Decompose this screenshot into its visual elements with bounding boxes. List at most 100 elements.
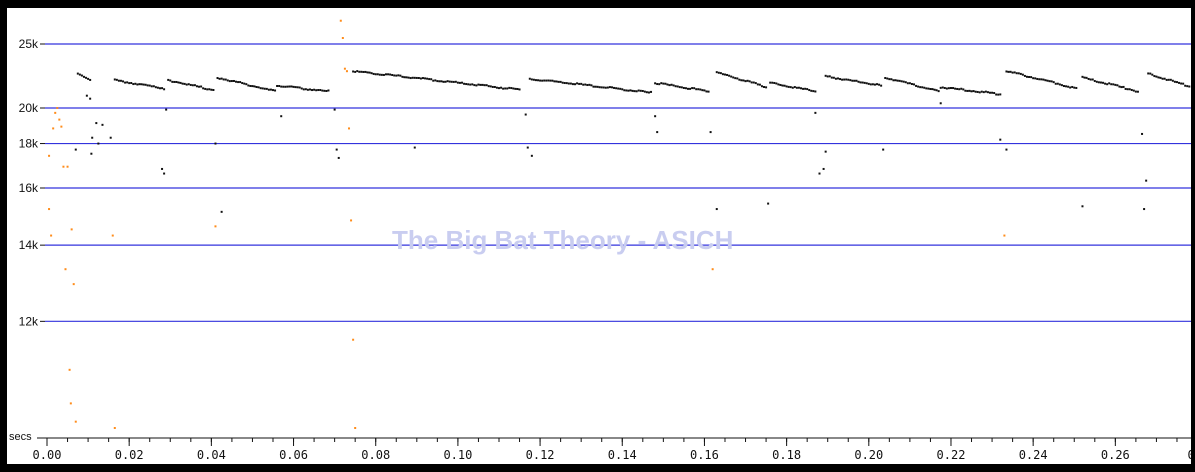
y-tick-label: 25k: [19, 37, 39, 51]
call-point: [245, 83, 248, 86]
noise-point: [354, 427, 357, 429]
call-point: [958, 88, 961, 91]
call-point: [797, 86, 800, 89]
call-point: [376, 73, 379, 76]
call-point: [1069, 86, 1072, 89]
call-point: [976, 90, 979, 93]
call-point: [999, 93, 1002, 96]
call-point: [1011, 71, 1014, 74]
call-point: [126, 81, 129, 84]
call-point: [208, 88, 211, 91]
call-point: [978, 91, 981, 94]
call-point: [1186, 85, 1189, 88]
call-point: [479, 83, 482, 86]
call-point: [514, 87, 517, 90]
call-point: [216, 77, 219, 80]
call-point: [543, 79, 546, 82]
call-point: [1161, 77, 1164, 80]
call-point: [537, 79, 540, 82]
call-point: [695, 88, 698, 91]
call-point: [253, 85, 256, 88]
noise-point: [348, 127, 351, 130]
call-point: [177, 81, 180, 84]
call-point: [1062, 85, 1065, 88]
call-point: [276, 84, 279, 87]
call-point: [750, 81, 753, 84]
call-point: [419, 77, 422, 80]
call-point: [847, 78, 850, 81]
call-point: [475, 84, 478, 87]
call-point: [306, 88, 309, 91]
call-point: [769, 81, 772, 84]
call-point: [1155, 75, 1158, 78]
call-point: [867, 82, 870, 85]
call-point: [132, 83, 135, 86]
call-point: [76, 72, 79, 75]
call-point: [851, 79, 854, 82]
x-tick-label: 0.06: [279, 448, 308, 462]
call-point: [682, 86, 685, 89]
call-point: [668, 84, 671, 87]
call-point: [822, 167, 825, 170]
call-point: [193, 84, 196, 87]
call-point: [255, 86, 258, 89]
call-point: [421, 77, 424, 80]
call-point: [765, 86, 768, 89]
call-point: [1165, 78, 1168, 81]
call-point: [728, 74, 731, 77]
call-point: [1034, 77, 1037, 80]
call-point: [861, 81, 864, 84]
call-point: [259, 87, 262, 90]
call-point: [656, 83, 659, 86]
call-point: [428, 78, 431, 81]
call-point: [526, 146, 529, 149]
call-point: [290, 85, 293, 88]
y-tick-label: 18k: [19, 137, 39, 151]
call-point: [119, 79, 122, 82]
call-point: [814, 111, 817, 114]
call-point: [493, 85, 496, 88]
call-point: [237, 81, 240, 84]
call-point: [438, 80, 441, 83]
call-point: [962, 88, 965, 91]
call-point: [534, 79, 537, 82]
call-point: [1005, 70, 1008, 73]
call-point: [1025, 75, 1028, 78]
call-point: [830, 76, 833, 79]
call-point: [571, 83, 574, 86]
call-point: [530, 78, 533, 81]
call-point: [1153, 75, 1156, 78]
call-point: [908, 82, 911, 85]
noise-point: [352, 338, 355, 341]
call-point: [999, 138, 1002, 141]
x-tick-label: 0.18: [772, 448, 801, 462]
call-point: [670, 83, 673, 86]
call-point: [878, 83, 881, 86]
call-point: [89, 78, 92, 81]
call-point: [442, 80, 445, 83]
call-point: [269, 88, 272, 91]
noise-point: [68, 368, 71, 371]
call-point: [163, 172, 166, 175]
call-point: [167, 78, 170, 81]
call-point: [1005, 148, 1008, 151]
call-point: [128, 82, 131, 85]
call-point: [222, 78, 225, 81]
call-point: [325, 90, 328, 93]
call-point: [101, 123, 104, 126]
call-point: [590, 84, 593, 87]
noise-point: [60, 125, 63, 128]
call-point: [767, 202, 770, 205]
call-point: [637, 89, 640, 92]
call-point: [150, 85, 153, 88]
call-point: [654, 115, 657, 118]
call-point: [138, 83, 141, 86]
call-point: [783, 84, 786, 87]
x-tick-label: 0.10: [443, 448, 472, 462]
x-tick-label: 0.2: [1188, 448, 1191, 462]
call-point: [434, 79, 437, 82]
call-point: [715, 208, 718, 211]
call-point: [378, 73, 381, 76]
call-point: [333, 108, 336, 111]
call-point: [684, 87, 687, 90]
